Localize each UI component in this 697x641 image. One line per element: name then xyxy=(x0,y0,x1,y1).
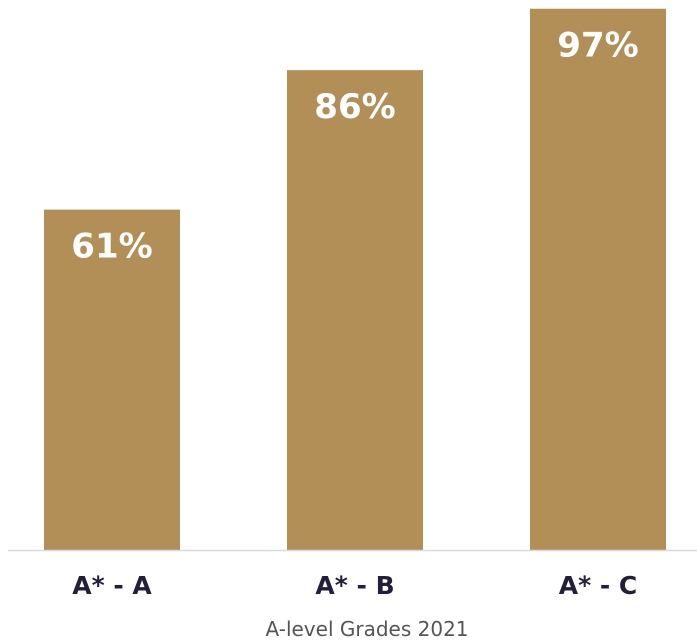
bar-value-label-3: 97% xyxy=(557,26,638,66)
x-axis-title: A-level Grades 2021 xyxy=(265,617,468,641)
category-label-2: A* - B xyxy=(315,571,394,600)
bar-3 xyxy=(530,8,666,551)
category-labels-group: A* - A A* - B A* - C xyxy=(72,571,637,600)
bar-value-label-1: 61% xyxy=(71,227,152,267)
bar-1 xyxy=(44,209,180,550)
bar-2 xyxy=(287,70,423,551)
bars-group: 61% 86% 97% xyxy=(44,8,666,551)
bar-value-label-2: 86% xyxy=(314,87,395,127)
category-label-1: A* - A xyxy=(72,571,152,600)
category-label-3: A* - C xyxy=(559,571,638,600)
